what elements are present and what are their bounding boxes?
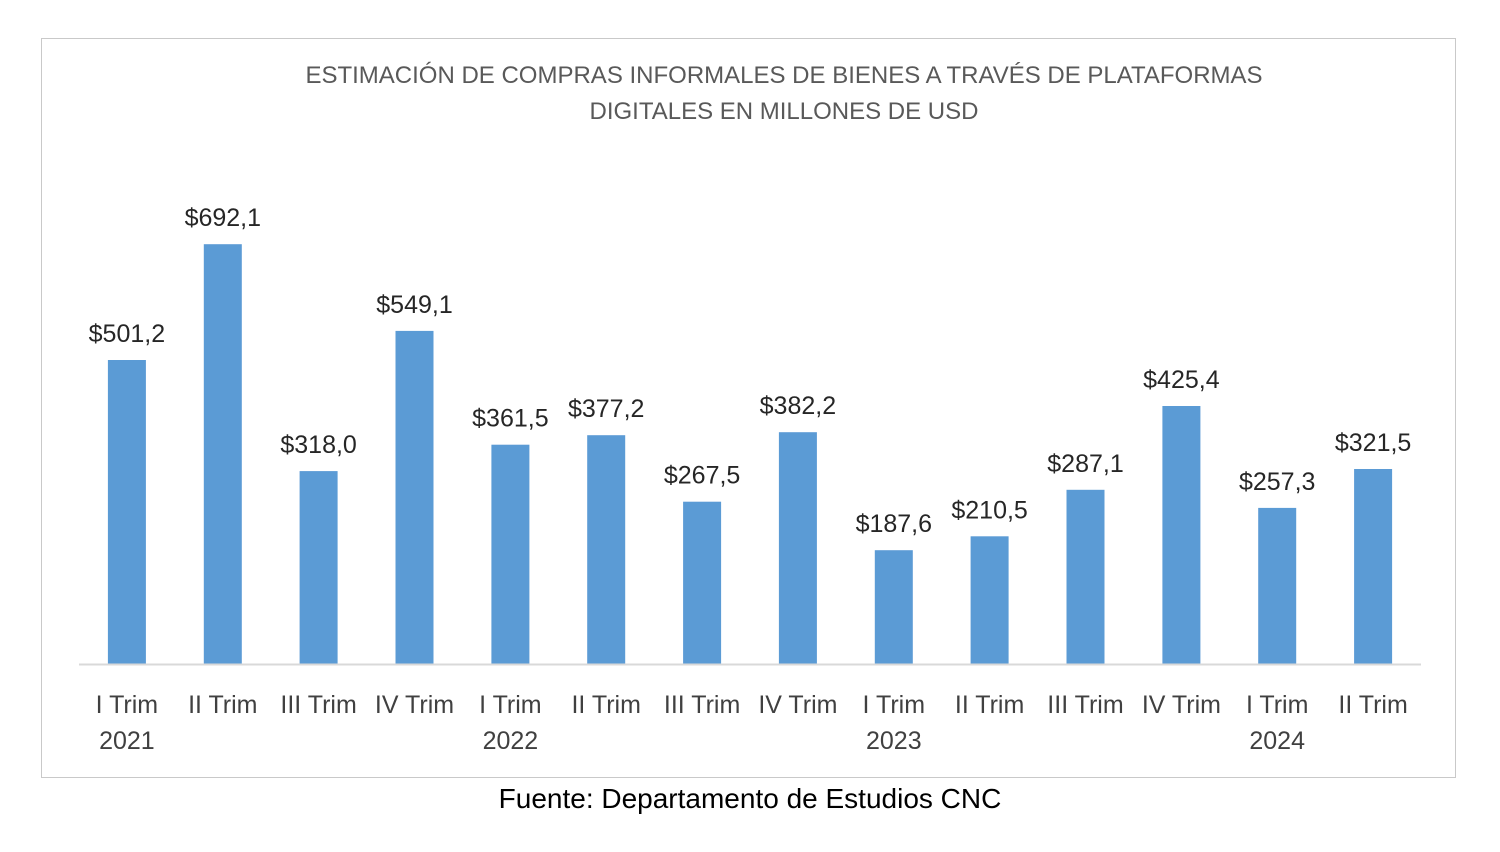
data-label: $287,1: [1047, 450, 1123, 478]
bar: [778, 432, 817, 664]
x-tick-label: IV Trim: [1142, 691, 1221, 719]
x-tick-label: I Trim: [863, 691, 926, 719]
bars: [107, 244, 1393, 664]
data-label: $382,2: [760, 392, 836, 420]
x-tick-year-label: 2021: [99, 727, 155, 755]
x-tick-label: III Trim: [280, 691, 356, 719]
source-note: Fuente: Departamento de Estudios CNC: [498, 783, 1002, 814]
data-label: $257,3: [1239, 468, 1315, 496]
bar: [1066, 489, 1105, 664]
data-labels: $501,2 $692,1 $318,0 $549,1 $361,5 $377,2 $267…: [89, 204, 1412, 538]
chart-title: ESTIMACIÓN DE COMPRAS INFORMALES DE BIEN…: [305, 62, 1262, 125]
data-label: $361,5: [472, 405, 548, 433]
bar: [683, 501, 722, 664]
bar: [395, 330, 434, 664]
x-tick-year-label: 2022: [483, 727, 539, 755]
x-tick-label: III Trim: [664, 691, 740, 719]
chart-frame: ESTIMACIÓN DE COMPRAS INFORMALES DE BIEN…: [41, 38, 1456, 778]
x-tick-label: II Trim: [955, 691, 1024, 719]
data-label: $210,5: [951, 496, 1027, 524]
bar: [874, 550, 913, 664]
bar: [1354, 469, 1393, 664]
bar: [1258, 507, 1297, 664]
data-label: $187,6: [856, 510, 932, 538]
x-tick-label: II Trim: [1338, 691, 1407, 719]
bar-chart: ESTIMACIÓN DE COMPRAS INFORMALES DE BIEN…: [79, 62, 1421, 755]
data-label: $501,2: [89, 320, 165, 348]
x-tick-year-label: 2023: [866, 727, 922, 755]
bar: [299, 471, 338, 664]
chart-title-line: DIGITALES EN MILLONES DE USD: [590, 98, 979, 125]
x-tick-label: IV Trim: [758, 691, 837, 719]
x-tick-label: IV Trim: [375, 691, 454, 719]
data-label: $321,5: [1335, 429, 1411, 457]
chart-title-line: ESTIMACIÓN DE COMPRAS INFORMALES DE BIEN…: [305, 62, 1262, 89]
data-label: $377,2: [568, 395, 644, 423]
bar: [491, 444, 530, 664]
x-tick-label: I Trim: [479, 691, 542, 719]
bar: [107, 360, 146, 664]
data-label: $425,4: [1143, 366, 1220, 394]
x-tick-label: II Trim: [571, 691, 640, 719]
x-axis-tick-labels: I Trim 2021 II Trim III Trim IV Trim I Trim 20…: [96, 691, 1408, 755]
data-label: $549,1: [376, 291, 452, 319]
x-tick-label: I Trim: [1246, 691, 1309, 719]
data-label: $267,5: [664, 462, 740, 490]
x-tick-year-label: 2024: [1249, 727, 1305, 755]
x-tick-label: II Trim: [188, 691, 257, 719]
bar: [1162, 406, 1201, 664]
x-tick-label: III Trim: [1047, 691, 1123, 719]
bar: [587, 435, 626, 664]
data-label: $692,1: [185, 204, 261, 232]
bar: [970, 536, 1009, 664]
data-label: $318,0: [280, 431, 356, 459]
bar: [203, 244, 242, 664]
x-tick-label: I Trim: [96, 691, 159, 719]
